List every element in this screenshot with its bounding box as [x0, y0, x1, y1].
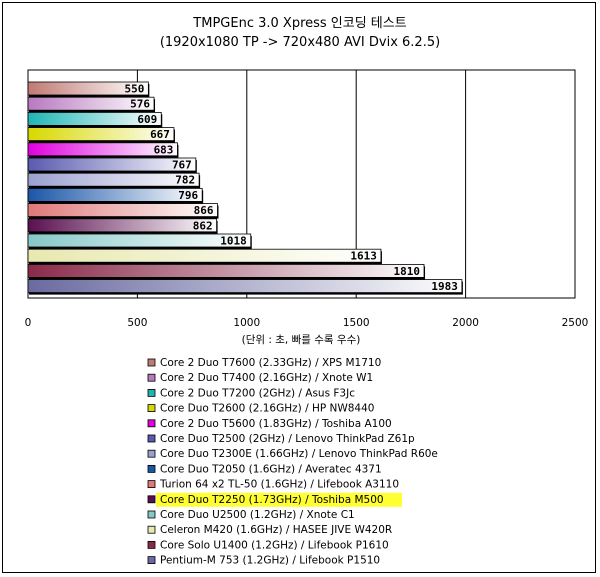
bar-value-label: 866	[194, 204, 214, 217]
bar	[27, 203, 218, 218]
bar	[27, 172, 200, 187]
bar-value-label: 1613	[350, 250, 377, 263]
legend-item-label: Core 2 Duo T7400 (2.16GHz) / Xnote W1	[160, 372, 373, 384]
bar	[27, 248, 382, 263]
legend-swatch	[147, 480, 156, 489]
bar-value-label: 576	[130, 98, 150, 111]
legend-swatch	[147, 419, 156, 428]
legend-item-label: Celeron M420 (1.6GHz) / HASEE JIVE W420R	[160, 524, 392, 536]
x-tick-label: 2500	[562, 317, 589, 329]
chart-title: TMPGEnc 3.0 Xpress 인코딩 테스트	[192, 16, 406, 31]
x-tick-label: 1500	[343, 317, 370, 329]
bars: 550 576 609 667 683 767 782 796 866 862 1018 1613 18…	[27, 81, 463, 295]
legend-swatch	[147, 388, 156, 397]
bar	[27, 142, 178, 157]
x-axis-label: (단위 : 초, 빠를 수록 우수)	[242, 333, 361, 346]
legend-item-label: Core Duo T2250 (1.73GHz) / Toshiba M500	[160, 494, 384, 506]
x-tick-label: 2000	[452, 317, 479, 329]
x-axis-ticks: 0 500 1000 1500 2000 2500	[25, 317, 589, 329]
legend-item-label: Core 2 Duo T5600 (1.83GHz) / Toshiba A10…	[160, 418, 392, 430]
legend-swatch	[147, 464, 156, 473]
legend-highlight	[156, 492, 402, 507]
bar-value-label: 550	[124, 83, 144, 96]
legend-swatch	[147, 510, 156, 519]
bar	[27, 81, 149, 96]
bar	[27, 187, 203, 202]
legend-item-label: Core Duo T2050 (1.6GHz) / Averatec 4371	[160, 463, 382, 475]
bar-value-label: 1810	[394, 265, 421, 278]
legend-swatch	[147, 541, 156, 549]
bar-value-label: 1983	[431, 280, 458, 293]
bar-value-label: 609	[137, 113, 157, 126]
x-tick-label: 500	[127, 317, 147, 329]
legend-item-label: Core 2 Duo T7200 (2GHz) / Asus F3Jc	[160, 387, 355, 399]
legend-swatch	[147, 556, 156, 564]
bar-value-label: 862	[193, 219, 213, 232]
bar-value-label: 767	[172, 159, 192, 172]
x-tick-label: 0	[25, 317, 32, 329]
legend-swatch	[147, 449, 156, 458]
bar-value-label: 782	[175, 174, 195, 187]
bar-value-label: 667	[150, 128, 170, 141]
legend-item-label: Core Duo U2500 (1.2GHz) / Xnote C1	[160, 509, 355, 521]
legend-item-label: Core 2 Duo T7600 (2.33GHz) / XPS M1710	[160, 357, 381, 369]
x-tick-label: 1000	[233, 317, 260, 329]
legend-swatch	[147, 525, 156, 534]
legend-item-label: Core Solo U1400 (1.2GHz) / Lifebook P161…	[160, 539, 389, 551]
legend-swatch	[147, 434, 156, 443]
legend-item-label: Core Duo T2600 (2.16GHz) / HP NW8440	[160, 403, 374, 415]
chart-subtitle: (1920x1080 TP -> 720x480 AVI Dvix 6.2.5)	[160, 35, 440, 50]
bar	[27, 157, 197, 172]
bar	[27, 218, 218, 233]
legend: Core 2 Duo T7600 (2.33GHz) / XPS M1710 Co…	[147, 357, 438, 567]
bar	[27, 233, 252, 248]
legend-swatch	[147, 495, 156, 504]
bar-value-label: 796	[178, 189, 198, 202]
legend-item-label: Core Duo T2300E (1.66GHz) / Lenovo Think…	[160, 448, 438, 460]
legend-item-label: Pentium-M 753 (1.2GHz) / Lifebook P1510	[160, 555, 380, 567]
bar	[27, 96, 155, 111]
legend-item-label: Core Duo T2500 (2GHz) / Lenovo ThinkPad …	[160, 433, 415, 445]
bar-value-label: 683	[154, 143, 174, 156]
bar	[27, 279, 463, 294]
bar	[27, 112, 162, 126]
bar-value-label: 1018	[220, 235, 247, 248]
legend-swatch	[147, 373, 156, 382]
legend-swatch	[147, 358, 156, 367]
legend-swatch	[147, 404, 156, 413]
bar	[27, 263, 425, 278]
bar	[27, 127, 175, 141]
legend-item-label: Turion 64 x2 TL-50 (1.6GHz) / Lifebook A…	[159, 479, 399, 491]
